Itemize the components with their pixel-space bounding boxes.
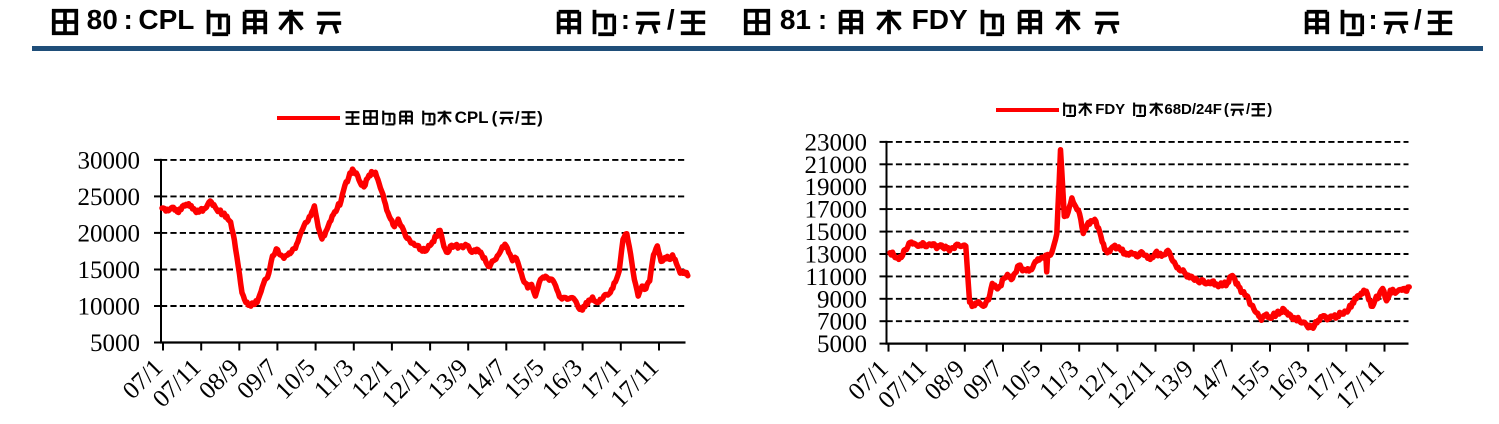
svg-text:7000: 7000	[817, 309, 867, 336]
svg-text:10000: 10000	[78, 294, 141, 321]
svg-text:15000: 15000	[805, 219, 868, 246]
svg-text:21000: 21000	[805, 152, 868, 179]
svg-text:11000: 11000	[805, 264, 867, 291]
svg-text:15000: 15000	[78, 257, 141, 284]
svg-text:13000: 13000	[805, 242, 868, 269]
svg-text:19000: 19000	[805, 174, 868, 201]
svg-text:15/5: 15/5	[1225, 355, 1276, 406]
svg-text:14/7: 14/7	[461, 354, 512, 405]
svg-text:11/3: 11/3	[1035, 355, 1085, 405]
svg-text:08/9: 08/9	[920, 355, 971, 406]
svg-text:30000: 30000	[78, 147, 141, 174]
svg-text:14/7: 14/7	[1187, 355, 1238, 406]
svg-text:17000: 17000	[805, 197, 868, 224]
svg-text:5000: 5000	[90, 330, 140, 357]
svg-text:11/3: 11/3	[309, 354, 359, 404]
svg-text:25000: 25000	[78, 184, 141, 211]
svg-text:23000: 23000	[805, 129, 868, 156]
svg-text:5000: 5000	[817, 331, 867, 358]
svg-text:9000: 9000	[817, 286, 867, 313]
svg-text:20000: 20000	[78, 220, 141, 247]
svg-text:10/5: 10/5	[270, 354, 321, 405]
svg-text:16/3: 16/3	[537, 354, 588, 405]
svg-text:09/7: 09/7	[232, 354, 283, 405]
